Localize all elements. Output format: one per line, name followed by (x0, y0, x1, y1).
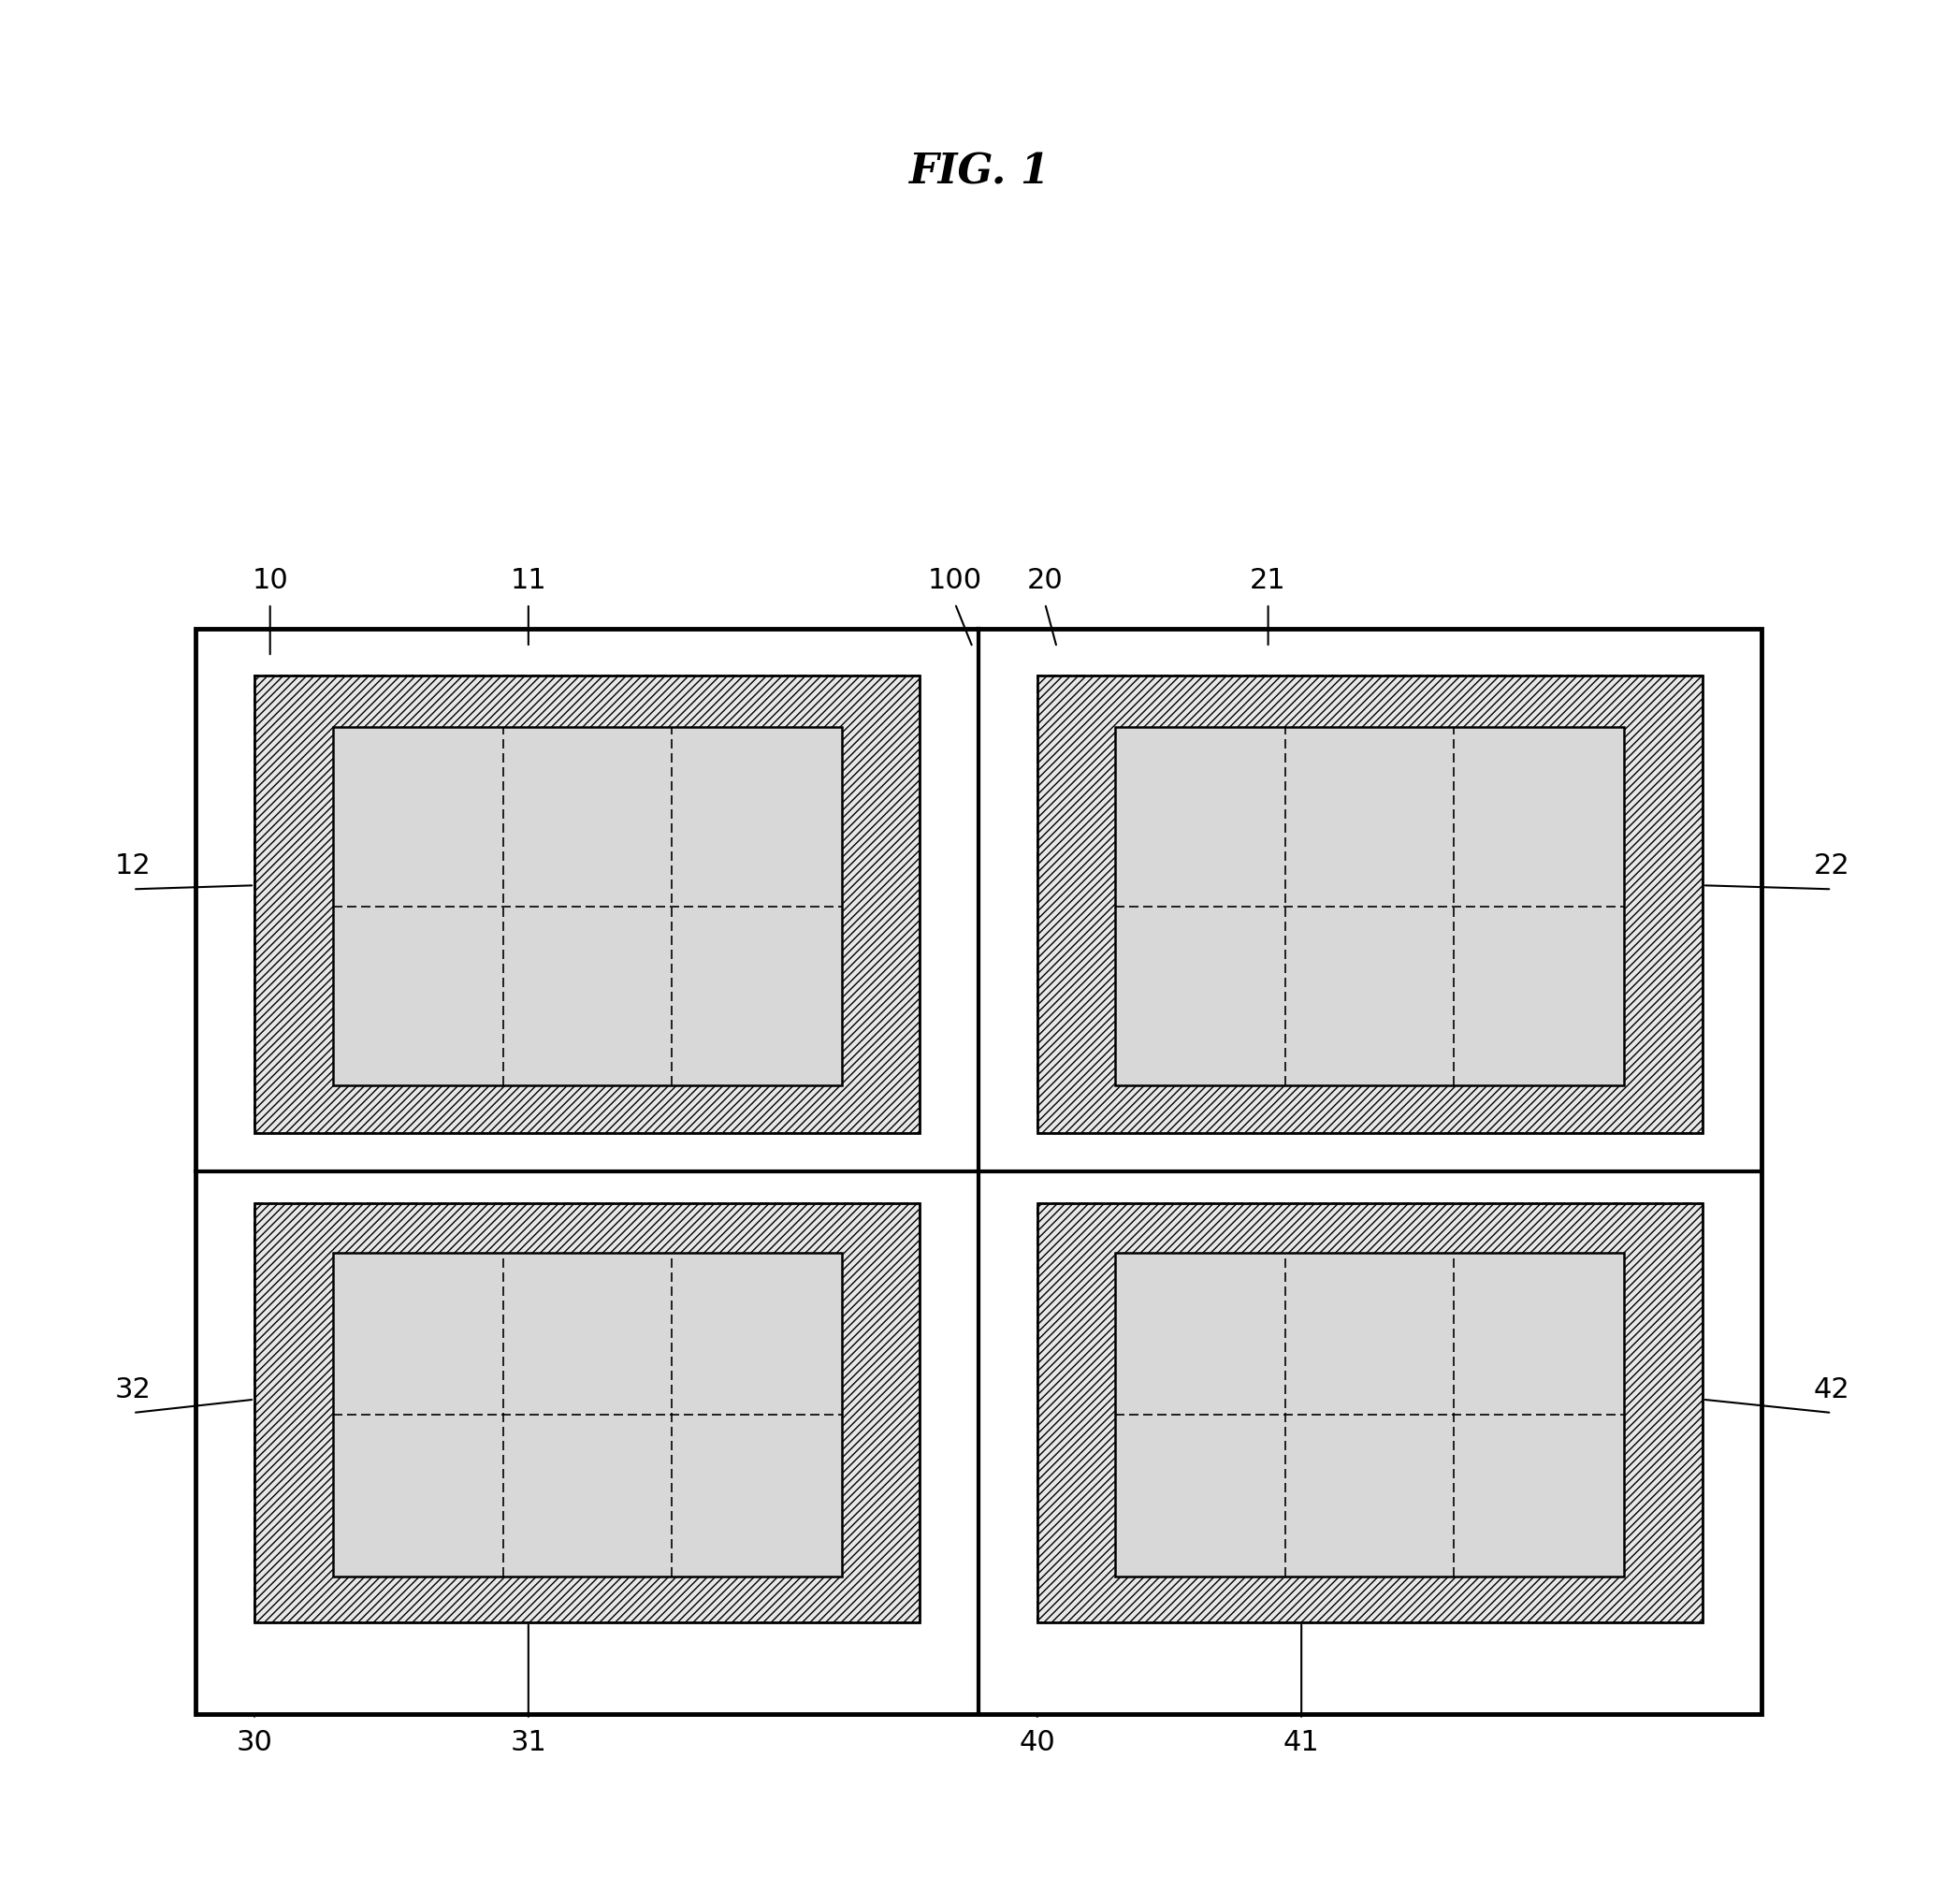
Text: 11: 11 (511, 567, 546, 594)
Bar (1115, 727, 1624, 1085)
Text: 42: 42 (1814, 1377, 1849, 1403)
Bar (1037, 1203, 1703, 1622)
Text: FIG. 1: FIG. 1 (908, 152, 1049, 192)
Text: 100: 100 (928, 567, 982, 594)
Bar (333, 727, 842, 1085)
Bar (254, 1203, 920, 1622)
Bar (254, 1203, 920, 1622)
Text: 12: 12 (115, 853, 151, 880)
Text: 31: 31 (511, 1729, 546, 1755)
Bar (1115, 727, 1624, 1085)
Bar (1037, 676, 1703, 1133)
Bar (333, 1253, 842, 1577)
Bar (333, 1253, 842, 1577)
Bar (333, 727, 842, 1085)
Text: 41: 41 (1284, 1729, 1319, 1755)
Bar (1115, 1253, 1624, 1577)
Text: 32: 32 (115, 1377, 151, 1403)
Text: 21: 21 (1251, 567, 1286, 594)
Bar (1037, 676, 1703, 1133)
Bar (254, 676, 920, 1133)
Text: 30: 30 (237, 1729, 272, 1755)
Bar (196, 628, 1761, 1714)
Bar (1037, 1203, 1703, 1622)
Bar (254, 676, 920, 1133)
Text: 40: 40 (1020, 1729, 1055, 1755)
Text: 20: 20 (1027, 567, 1063, 594)
Text: 22: 22 (1814, 853, 1849, 880)
Text: 10: 10 (252, 567, 288, 594)
Bar (1115, 1253, 1624, 1577)
